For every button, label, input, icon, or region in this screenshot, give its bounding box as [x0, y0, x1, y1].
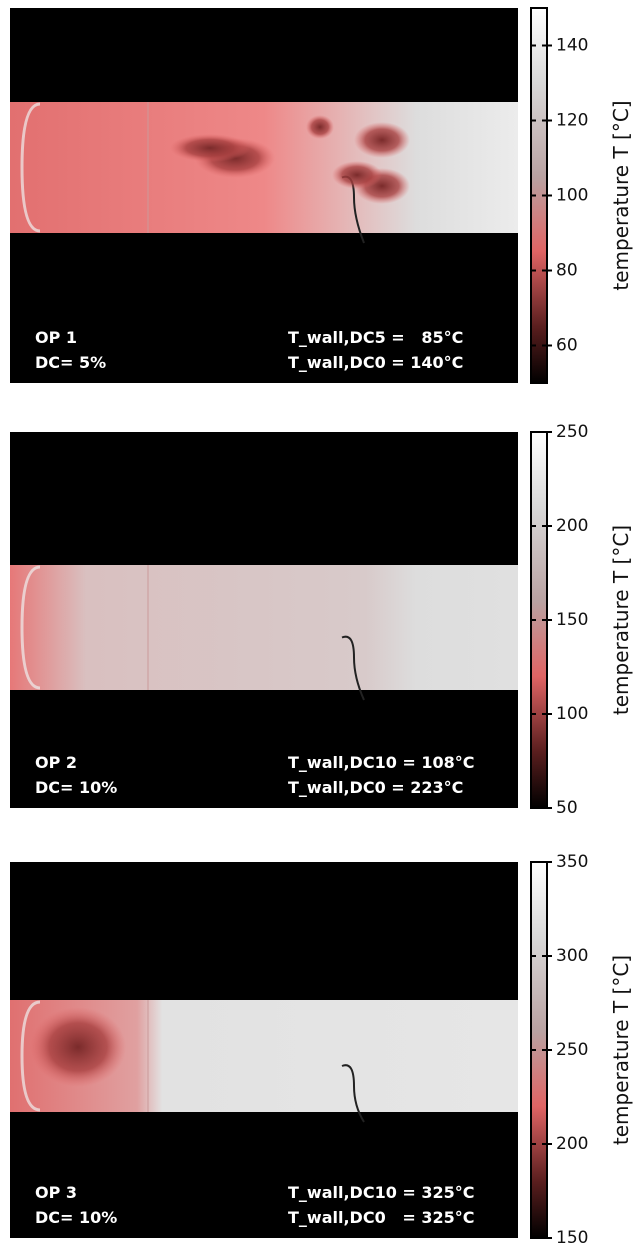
- colorbar-tick-label: 140: [556, 36, 588, 56]
- hot-spot: [170, 134, 250, 162]
- pipe-end: [20, 1000, 41, 1112]
- colorbar-tick-label: 50: [556, 798, 578, 818]
- colorbar-tick-label: 150: [556, 610, 588, 630]
- hot-spot: [306, 115, 334, 139]
- colorbar-tick-label: 200: [556, 1134, 588, 1154]
- wall-temp-label: T_wall,DC10 = 108°C: [288, 753, 475, 772]
- colorbar-tick-label: 250: [556, 1040, 588, 1060]
- dc-label: DC= 5%: [35, 353, 106, 372]
- colorbar-tick-label: 120: [556, 111, 588, 131]
- colorbar-tick-label: 350: [556, 852, 588, 872]
- hot-spot: [30, 1007, 126, 1087]
- colorbar-label: temperature T [°C]: [609, 525, 633, 715]
- wall-temp-label: T_wall,DC0 = 140°C: [288, 353, 463, 372]
- colorbar-tick-label: 100: [556, 186, 588, 206]
- hot-spot: [354, 122, 410, 158]
- op-label: OP 1: [35, 328, 77, 347]
- wall-temp-label: T_wall,DC0 = 325°C: [288, 1208, 475, 1227]
- colorbar-tick-label: 100: [556, 704, 588, 724]
- colorbar-tick-label: 250: [556, 422, 588, 442]
- colorbar-tick-label: 200: [556, 516, 588, 536]
- pipe: [10, 565, 518, 690]
- op-label: OP 3: [35, 1183, 77, 1202]
- dc-label: DC= 10%: [35, 1208, 117, 1227]
- colorbar-tick-label: 60: [556, 336, 578, 356]
- wall-temp-label: T_wall,DC0 = 223°C: [288, 778, 463, 797]
- colorbar-tick-label: 300: [556, 946, 588, 966]
- hot-spot: [332, 161, 382, 189]
- op-label: OP 2: [35, 753, 77, 772]
- pipe-end: [20, 565, 41, 690]
- dc-label: DC= 10%: [35, 778, 117, 797]
- thermocouple: [341, 635, 365, 701]
- pipe-end: [20, 102, 41, 233]
- colorbar-label: temperature T [°C]: [609, 100, 633, 290]
- wall-temp-label: T_wall,DC5 = 85°C: [288, 328, 463, 347]
- colorbar-tick-label: 80: [556, 261, 578, 281]
- colorbar-tick-label: 150: [556, 1228, 588, 1248]
- wall-temp-label: T_wall,DC10 = 325°C: [288, 1183, 475, 1202]
- colorbar-label: temperature T [°C]: [609, 955, 633, 1145]
- thermocouple: [341, 1064, 365, 1123]
